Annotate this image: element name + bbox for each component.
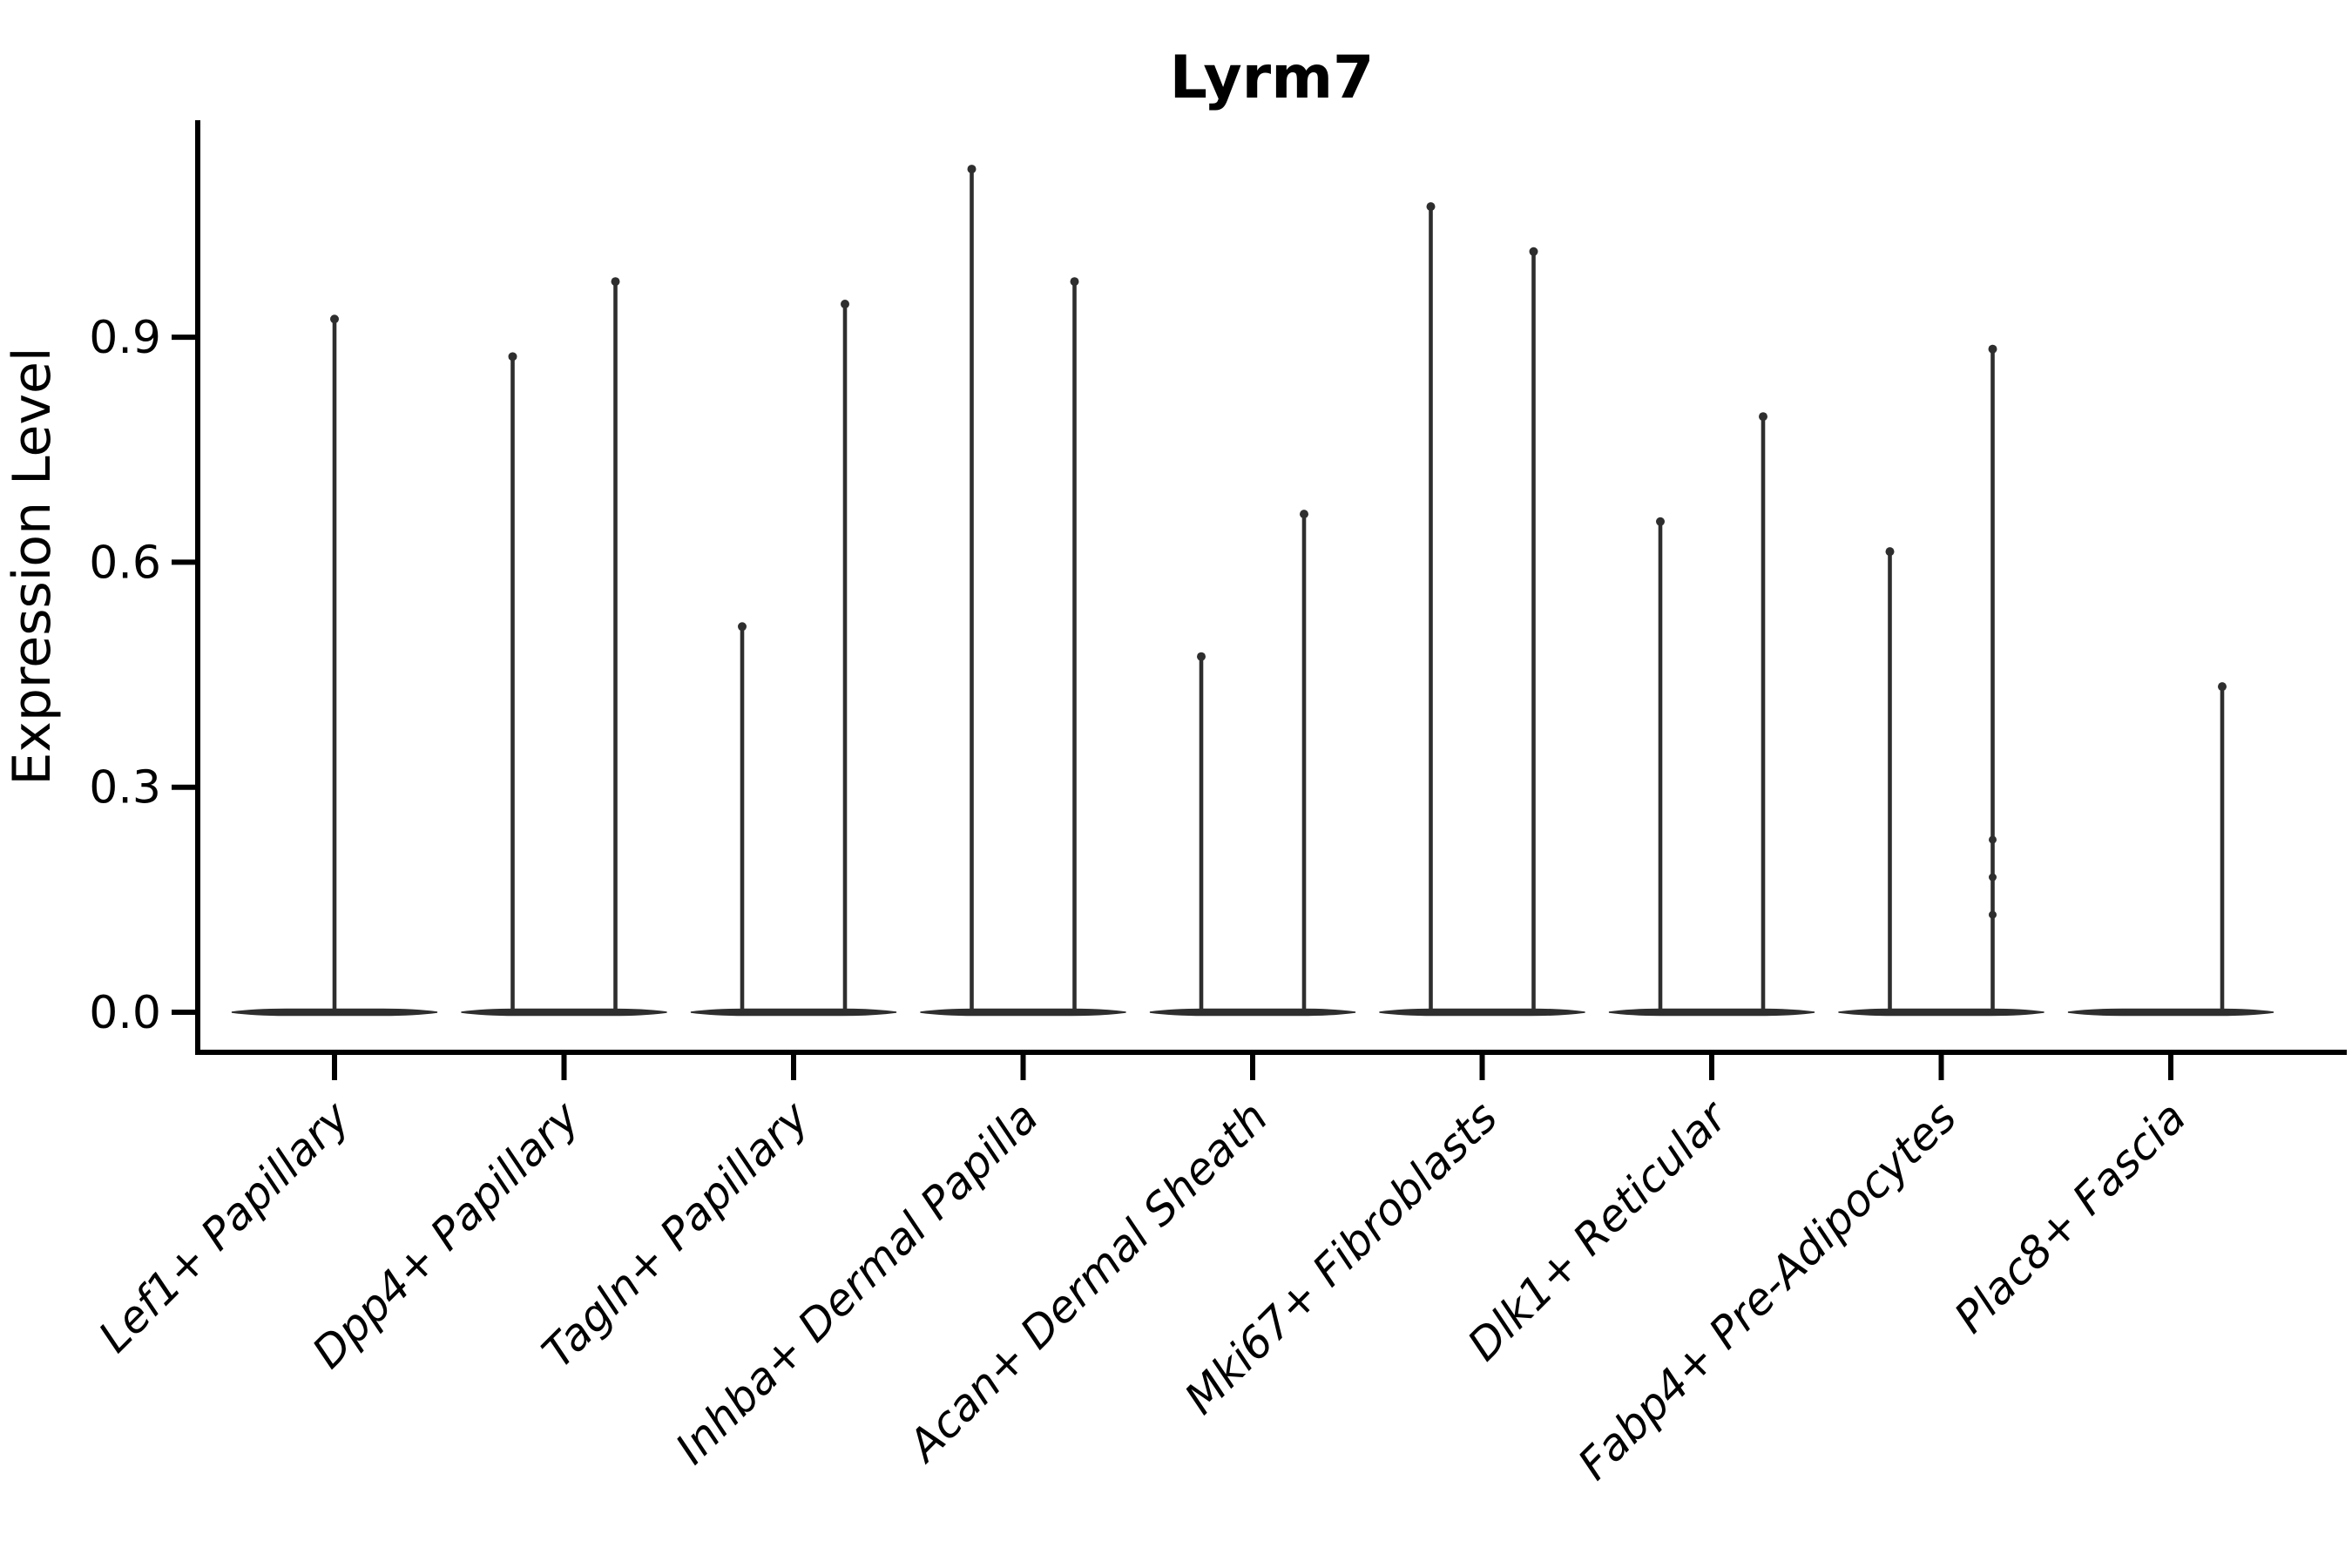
violin-base — [920, 1008, 1126, 1017]
y-tick-label: 0.6 — [89, 537, 161, 589]
violin-spike-tip — [738, 622, 747, 632]
violin-spike-tip — [1988, 344, 1997, 354]
violin-spike-tip — [611, 277, 620, 287]
violin-base — [1608, 1008, 1815, 1017]
violin-base — [690, 1008, 897, 1017]
violin-density-knot — [1989, 835, 1997, 844]
violin-base — [1149, 1008, 1356, 1017]
x-tick-label: Inhba+ Dermal Papilla — [666, 1092, 1048, 1473]
chart-title: Lyrm7 — [1170, 44, 1375, 112]
violin-spike-tip — [1885, 547, 1895, 557]
violin-spike-tip — [1070, 277, 1079, 287]
y-tick-label: 0.9 — [89, 312, 161, 364]
violin-spike-tip — [1759, 412, 1767, 422]
violin-spike-tip — [1300, 510, 1308, 519]
x-tick-label: Lef1+ Papillary — [89, 1091, 360, 1362]
violin-spike-tip — [1529, 247, 1538, 256]
violin-spike-tip — [508, 352, 517, 362]
y-tick-label: 0.3 — [89, 762, 161, 814]
violin-spike-tip — [1656, 517, 1665, 526]
violin-base — [1379, 1008, 1585, 1017]
x-tick-label: Fabp4+ Pre-Adipocytes — [1568, 1092, 1966, 1490]
y-axis-label: Expression Level — [2, 347, 63, 785]
violin-spike-tip — [967, 165, 977, 174]
violin-base — [2067, 1008, 2274, 1017]
violin-density-knot — [1989, 873, 1997, 882]
violin-spike-tip — [2218, 682, 2227, 692]
violin-spike-tip — [1197, 652, 1206, 661]
violin-spike-tip — [330, 314, 339, 324]
y-tick-label: 0.0 — [89, 987, 161, 1039]
violin-spike-tip — [1426, 202, 1436, 212]
x-tick-label: Plac8+ Fascia — [1945, 1092, 2196, 1342]
violin-spike-tip — [841, 300, 849, 309]
violin-base — [461, 1008, 667, 1017]
violin-density-knot — [1989, 910, 1997, 919]
violin-base — [1838, 1008, 2044, 1017]
